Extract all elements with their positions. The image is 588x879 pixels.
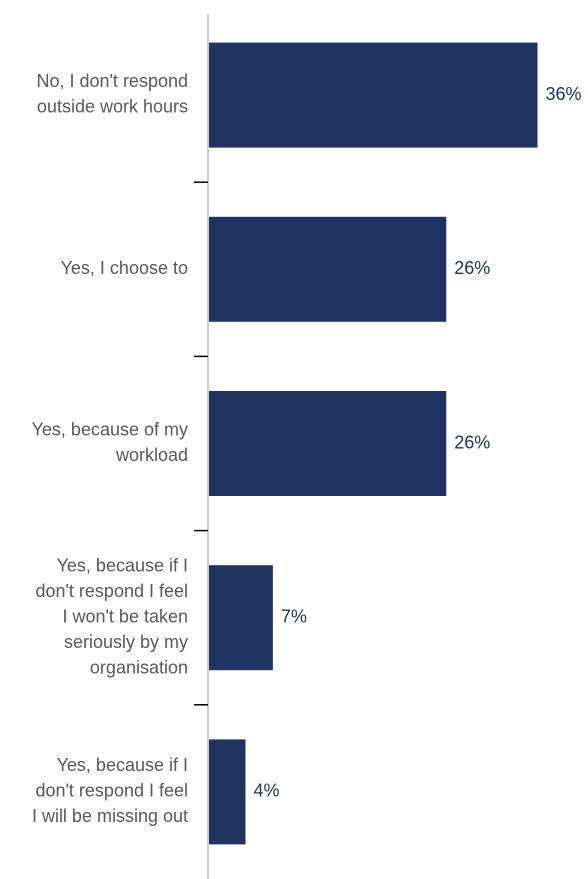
category-label: Yes, because of my workload <box>32 420 188 466</box>
value-label: 36% <box>546 84 582 104</box>
bar <box>209 216 447 322</box>
bar <box>209 739 246 845</box>
category-label: Yes, because if I don't respond I feel I w… <box>35 555 188 677</box>
bar <box>209 391 447 496</box>
category-label-line: Yes, because if I <box>57 755 188 775</box>
category-label-line: Yes, because if I <box>57 555 188 575</box>
category-label-line: don't respond I feel <box>35 781 188 801</box>
category-label-line: outside work hours <box>37 97 188 117</box>
category-label-line: Yes, I choose to <box>61 258 188 278</box>
category-label: Yes, because if I don't respond I feel I w… <box>32 755 188 826</box>
bar <box>209 565 273 671</box>
category-label-line: organisation <box>90 657 188 677</box>
category-label: Yes, I choose to <box>61 258 188 278</box>
category-label-line: workload <box>115 445 188 465</box>
category-label-line: Yes, because of my <box>32 420 188 440</box>
value-label: 26% <box>454 432 490 452</box>
value-labels: 36% 26% 26% 7% 4% <box>254 84 582 801</box>
category-label-line: don't respond I feel <box>35 581 188 601</box>
category-labels: No, I don't respond outside work hours Yes… <box>32 71 188 826</box>
category-label-line: No, I don't respond <box>36 71 188 91</box>
value-label: 4% <box>254 781 280 801</box>
bar <box>209 42 538 148</box>
category-label-line: seriously by my <box>64 632 188 652</box>
value-label: 7% <box>281 606 307 626</box>
category-label-line: I will be missing out <box>32 806 188 826</box>
axis-ticks <box>194 181 208 706</box>
value-label: 26% <box>454 258 490 278</box>
category-label-line: I won't be taken <box>62 606 188 626</box>
bars <box>209 42 538 845</box>
category-label: No, I don't respond outside work hours <box>36 71 188 117</box>
